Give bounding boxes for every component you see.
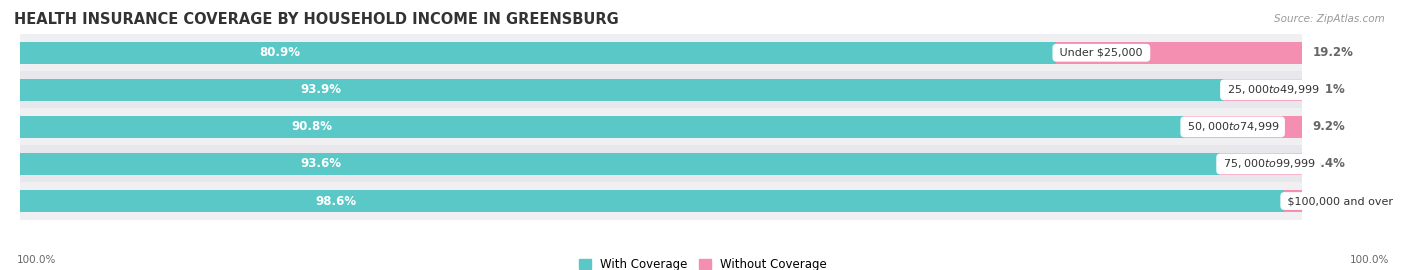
Bar [21,146,1302,183]
Text: 19.2%: 19.2% [1312,46,1354,59]
Bar [21,153,1220,175]
Legend: With Coverage, Without Coverage: With Coverage, Without Coverage [574,254,832,270]
Bar [1284,190,1302,212]
Text: 80.9%: 80.9% [259,46,299,59]
Bar [21,116,1184,138]
Bar [1056,42,1302,63]
Text: Source: ZipAtlas.com: Source: ZipAtlas.com [1274,14,1385,23]
Text: Under $25,000: Under $25,000 [1056,48,1146,58]
Text: $50,000 to $74,999: $50,000 to $74,999 [1184,120,1281,133]
Bar [21,190,1284,212]
Text: 100.0%: 100.0% [1350,255,1389,265]
Bar [21,71,1302,108]
Bar [1184,116,1302,138]
Text: 93.6%: 93.6% [299,157,340,170]
Text: $100,000 and over: $100,000 and over [1284,196,1396,206]
Bar [1220,153,1302,175]
Bar [21,108,1302,146]
Text: HEALTH INSURANCE COVERAGE BY HOUSEHOLD INCOME IN GREENSBURG: HEALTH INSURANCE COVERAGE BY HOUSEHOLD I… [14,12,619,27]
Bar [21,79,1225,101]
Text: 90.8%: 90.8% [291,120,332,133]
Bar [21,183,1302,220]
Text: 6.4%: 6.4% [1312,157,1346,170]
Text: 100.0%: 100.0% [17,255,56,265]
Text: 9.2%: 9.2% [1312,120,1346,133]
Text: 98.6%: 98.6% [316,194,357,208]
Text: 6.1%: 6.1% [1312,83,1346,96]
Bar [1225,79,1302,101]
Bar [21,42,1056,63]
Bar [21,34,1302,71]
Text: 1.4%: 1.4% [1312,194,1346,208]
Text: $75,000 to $99,999: $75,000 to $99,999 [1220,157,1317,170]
Text: 93.9%: 93.9% [301,83,342,96]
Text: $25,000 to $49,999: $25,000 to $49,999 [1225,83,1320,96]
